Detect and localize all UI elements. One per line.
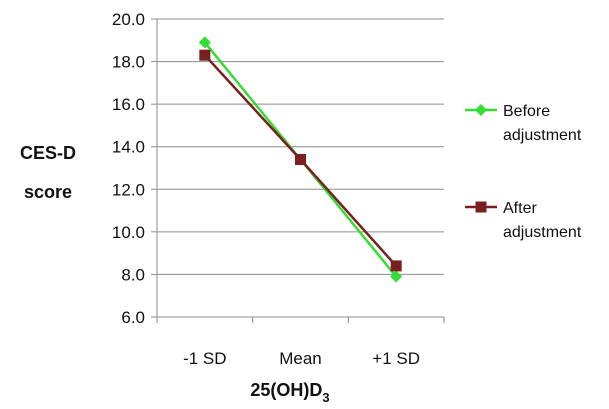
legend-label-0-line2: adjustment (503, 127, 582, 144)
axes (151, 18, 445, 323)
legend-entry-0: Before adjustment (465, 103, 582, 144)
x-tick-label-1: Mean (279, 349, 322, 368)
legend-swatch-marker-1 (475, 201, 487, 213)
legend-label-0-line1: Before (503, 103, 550, 120)
x-axis-title-main: 25(OH)D (250, 380, 322, 400)
y-tick-label-2: 10.0 (112, 223, 145, 242)
gridlines (157, 18, 444, 275)
series-1-point-2 (390, 260, 402, 272)
x-axis-title: 25(OH)D3 (250, 380, 329, 405)
series-1-point-1 (295, 153, 306, 165)
y-tick-label-3: 12.0 (112, 180, 145, 199)
x-tick-label-0: -1 SD (183, 349, 226, 368)
x-tick-label-2: +1 SD (372, 349, 420, 368)
legend-swatch-marker-0 (475, 104, 487, 116)
y-tick-label-4: 14.0 (112, 138, 145, 157)
x-tick-labels: -1 SD Mean +1 SD (183, 349, 420, 368)
y-tick-label-7: 20.0 (112, 10, 145, 29)
y-axis-title-line2: score (24, 182, 72, 202)
series-1 (199, 49, 402, 272)
legend-label-1-line2: adjustment (503, 224, 582, 241)
y-tick-labels: 6.0 8.0 10.0 12.0 14.0 16.0 18.0 20.0 (112, 10, 145, 327)
series-1-point-0 (199, 49, 211, 61)
series-0-point-0 (198, 36, 211, 49)
series (198, 36, 403, 283)
legend-entry-1: After adjustment (465, 200, 582, 241)
legend: Before adjustment After adjustment (465, 103, 582, 241)
y-axis-title-line1: CES-D (20, 143, 76, 163)
y-tick-label-0: 6.0 (121, 308, 145, 327)
y-tick-label-1: 8.0 (121, 265, 145, 284)
legend-label-1-line1: After (503, 200, 537, 217)
series-0-point-2 (390, 270, 403, 283)
x-axis-title-subscript: 3 (322, 390, 329, 405)
y-tick-label-5: 16.0 (112, 95, 145, 114)
y-tick-label-6: 18.0 (112, 53, 145, 72)
